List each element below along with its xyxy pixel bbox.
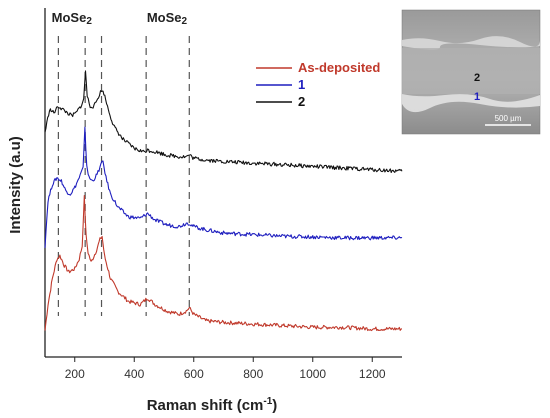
x-axis-title-main: Raman shift (cm bbox=[147, 397, 264, 414]
peak-label-subscript: 2 bbox=[86, 16, 92, 27]
peak-reference-lines bbox=[57, 36, 190, 316]
inset-scale-text: 500 µm bbox=[495, 114, 522, 123]
inset-bottom-edge bbox=[402, 94, 540, 113]
inset-top-edge bbox=[402, 36, 540, 50]
series-line-3 bbox=[44, 70, 403, 174]
peak-label-1: MoSe2 bbox=[52, 10, 93, 27]
x-tick-label-400: 400 bbox=[124, 367, 144, 381]
x-tick-label-1000: 1000 bbox=[299, 367, 326, 381]
peak-label-subscript: 2 bbox=[182, 16, 188, 27]
y-axis-title: Intensity (a.u) bbox=[7, 136, 24, 234]
series-line-1 bbox=[44, 195, 402, 332]
legend-label-3: 2 bbox=[298, 94, 305, 109]
peak-labels: MoSe2 MoSe2 bbox=[52, 10, 188, 27]
sem-inset-image: 2 1 500 µm bbox=[401, 9, 541, 135]
x-axis-title-sup: -1 bbox=[263, 396, 272, 407]
legend-label-2: 1 bbox=[298, 77, 305, 92]
peak-label-text: MoSe bbox=[52, 10, 87, 25]
x-tick-label-800: 800 bbox=[243, 367, 263, 381]
x-axis-title: Raman shift (cm-1) bbox=[147, 396, 278, 414]
series-line-2 bbox=[44, 126, 403, 248]
inset-label-1: 1 bbox=[474, 91, 480, 103]
x-axis-title-close: ) bbox=[272, 397, 277, 414]
plot-area: 200 400 600 800 1000 1200 MoSe2 MoSe2 bbox=[44, 8, 403, 381]
x-axis-ticks: 200 400 600 800 1000 1200 bbox=[65, 357, 386, 381]
legend-label-1: As-deposited bbox=[298, 60, 380, 75]
peak-label-text: MoSe bbox=[147, 10, 182, 25]
legend: As-deposited 1 2 bbox=[256, 60, 380, 109]
x-tick-label-1200: 1200 bbox=[359, 367, 386, 381]
x-tick-label-600: 600 bbox=[184, 367, 204, 381]
peak-label-2: MoSe2 bbox=[147, 10, 188, 27]
inset-label-2: 2 bbox=[474, 72, 480, 84]
inset-track-region bbox=[402, 48, 540, 94]
x-tick-label-200: 200 bbox=[65, 367, 85, 381]
series-layer bbox=[44, 70, 403, 332]
